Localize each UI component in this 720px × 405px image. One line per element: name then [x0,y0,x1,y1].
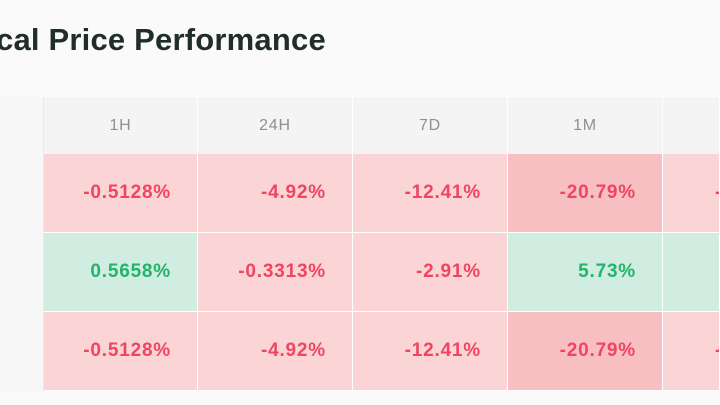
header-cell-1m[interactable]: 1M [508,97,663,154]
header-cell-overflow[interactable] [663,97,720,154]
header-cell-label [0,97,44,154]
performance-cell-overflow: - [663,312,720,391]
performance-cell-24h: -4.92% [198,154,353,233]
performance-cell-7d: -2.91% [353,233,508,312]
performance-cell-7d: -12.41% [353,154,508,233]
table-row: -0.5128% -4.92% -12.41% -20.79% - [0,312,720,391]
table-header-row: 1H 24H 7D 1M [0,97,720,154]
header-cell-7d[interactable]: 7D [353,97,508,154]
row-label-cell [0,233,44,312]
row-label-cell [0,312,44,391]
performance-cell-overflow [663,233,720,312]
table-row: 0.5658% -0.3313% -2.91% 5.73% [0,233,720,312]
performance-cell-overflow: - [663,154,720,233]
row-label-cell [0,154,44,233]
performance-cell-1h: -0.5128% [44,154,198,233]
performance-cell-1m: -20.79% [508,312,663,391]
performance-cell-7d: -12.41% [353,312,508,391]
performance-cell-1m: -20.79% [508,154,663,233]
performance-cell-1h: -0.5128% [44,312,198,391]
page-title: cal Price Performance [0,22,326,57]
header-cell-1h[interactable]: 1H [44,97,198,154]
performance-cell-24h: -4.92% [198,312,353,391]
table-row: -0.5128% -4.92% -12.41% -20.79% - [0,154,720,233]
header-cell-24h[interactable]: 24H [198,97,353,154]
performance-cell-1m: 5.73% [508,233,663,312]
performance-cell-24h: -0.3313% [198,233,353,312]
performance-cell-1h: 0.5658% [44,233,198,312]
